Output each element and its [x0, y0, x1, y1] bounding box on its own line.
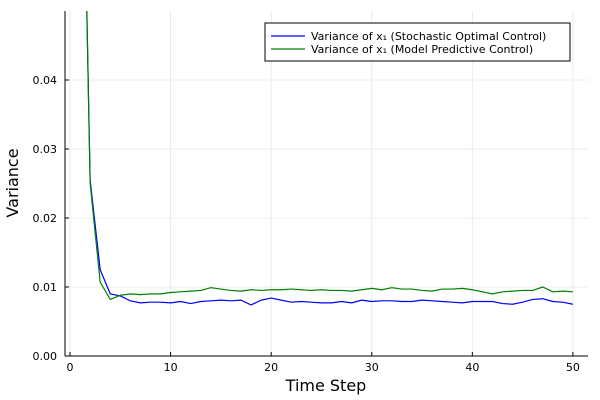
- series-line-model-predictive-control: [86, 11, 573, 301]
- tick-labels: 0 10 20 30 40 50 0.00 0.01 0.02 0.03 0.04: [33, 74, 580, 374]
- x-tick-label: 40: [465, 361, 479, 374]
- x-tick-label: 50: [566, 361, 580, 374]
- y-tick-label: 0.04: [33, 74, 58, 87]
- y-tick-label: 0.01: [33, 281, 58, 294]
- y-tick-label: 0.00: [33, 350, 58, 363]
- series-line-stochastic-optimal-control: [86, 11, 574, 306]
- y-axis-label: Variance: [3, 148, 22, 217]
- x-tick-label: 10: [164, 361, 178, 374]
- legend-entry-stochastic: Variance of x₁ (Stochastic Optimal Contr…: [311, 30, 546, 43]
- legend: Variance of x₁ (Stochastic Optimal Contr…: [264, 22, 571, 62]
- axes: [64, 11, 588, 357]
- y-tick-label: 0.03: [33, 143, 58, 156]
- legend-box: [264, 22, 571, 62]
- y-tick-label: 0.02: [33, 212, 58, 225]
- x-tick-label: 0: [67, 361, 74, 374]
- x-tick-label: 20: [264, 361, 278, 374]
- x-axis-label: Time Step: [285, 376, 367, 395]
- series-layer: [86, 11, 574, 306]
- legend-entry-mpc: Variance of x₁ (Model Predictive Control…: [311, 43, 533, 56]
- x-tick-label: 30: [365, 361, 379, 374]
